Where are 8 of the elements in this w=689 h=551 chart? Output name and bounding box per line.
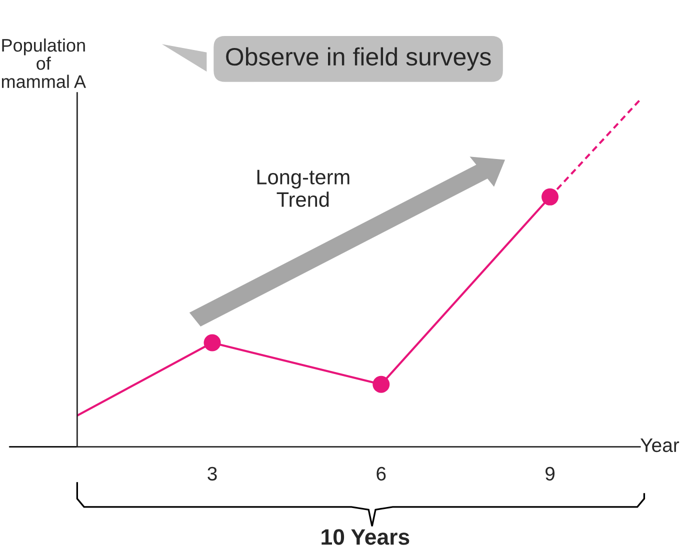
x-tick-label: 9 [546,466,554,481]
x-tick-label: 6 [376,466,386,481]
x-axis-title: Year [640,438,680,452]
y-axis-title: Population of mammal A [2,38,86,88]
x-tick-label: 3 [208,466,217,481]
text: Observe in field surveys [226,47,491,71]
text: 10 Years [322,529,410,545]
annotation: Long-term Trend [257,170,350,207]
